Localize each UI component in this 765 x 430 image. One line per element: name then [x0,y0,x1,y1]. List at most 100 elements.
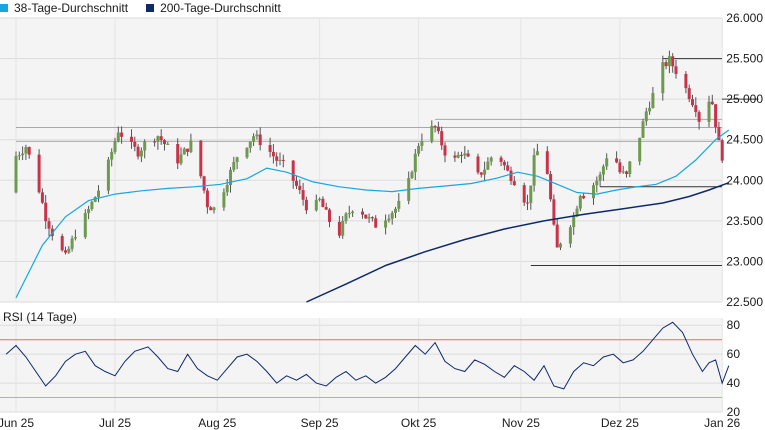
candle-up [83,213,87,238]
rsi-y-tick-label: 60 [727,347,741,361]
candle-down [436,126,440,132]
candle-down [466,153,470,157]
candle-down [361,211,364,215]
candle-up [417,145,421,154]
candle-down [717,127,721,141]
price-y-tick-label: 22.500 [726,295,763,309]
candle-down [153,141,157,143]
candle-up [456,154,460,158]
candle-up [70,238,74,249]
candle-up [483,169,487,175]
candle-down [374,218,378,228]
candle-down [674,66,678,74]
candle-up [667,56,671,67]
candle-up [572,216,576,228]
candle-down [136,146,140,157]
candle-up [139,150,143,157]
candle-up [229,169,232,186]
legend-swatch-ma38 [0,4,8,12]
candle-up [420,141,424,146]
candle-up [248,141,252,148]
legend-item-ma38: 38-Tage-Durchschnitt [0,1,128,15]
candle-down [275,156,279,161]
candle-down [499,157,503,162]
candle-down [509,170,513,182]
candle-down [545,151,549,175]
candle-down [324,207,328,210]
candle-down [671,56,675,67]
candle-down [433,126,437,128]
candle-up [559,243,562,248]
candle-down [44,202,48,222]
candle-up [532,155,536,186]
candle-up [24,147,28,154]
candle-up [212,207,216,211]
candle-up [232,161,236,170]
candle-down [555,224,559,248]
candle-up [638,137,642,162]
legend-item-ma200: 200-Tage-Durchschnitt [146,1,281,15]
candle-up [397,200,401,209]
candle-up [182,148,186,155]
candle-up [344,213,348,221]
candle-up [367,217,371,219]
x-tick-label: Jan 26 [704,416,740,430]
candle-down [209,207,213,211]
candle-up [578,195,582,209]
candle-down [618,162,622,173]
candle-up [97,190,100,197]
candle-down [301,190,305,200]
x-tick-label: Jun 25 [0,416,34,430]
candle-down [64,250,67,253]
candle-up [592,185,595,199]
candle-down [453,155,457,158]
candle-down [552,199,556,225]
candle-up [222,192,226,208]
candle-up [225,185,229,193]
candle-up [384,220,388,228]
x-tick-label: Nov 25 [502,416,540,430]
candle-up [621,171,625,173]
rsi-y-tick-label: 20 [727,405,741,419]
candle-down [199,140,203,177]
candle-down [691,99,694,106]
candle-down [304,199,308,211]
candle-down [502,161,506,166]
candle-up [595,180,599,186]
ma38-line [15,129,730,299]
candle-up [628,161,632,175]
candle-up [90,201,94,210]
candle-down [205,190,209,208]
candle-down [582,195,586,199]
candle-up [143,141,147,151]
candle-down [522,185,526,203]
candle-down [27,147,31,155]
candle-up [568,227,572,244]
candle-up [644,111,648,122]
ma200-line [306,181,730,303]
candle-up [255,134,259,137]
candle-up [245,147,249,158]
candle-up [252,136,256,142]
candle-down [337,221,341,236]
candle-down [479,172,483,175]
candle-down [120,132,124,137]
candle-up [486,161,490,170]
candle-up [413,153,417,173]
candle-down [512,181,516,186]
chart-legend: 38-Tage-Durchschnitt 200-Tage-Durchschni… [0,0,299,16]
candle-up [489,157,493,162]
candle-up [189,140,193,152]
candle-up [156,136,160,142]
candle-down [202,176,206,191]
candle-down [291,160,295,181]
candle-down [133,141,137,147]
candle-down [549,174,553,200]
x-tick-label: Aug 25 [198,416,236,430]
candle-up [529,185,533,203]
candle-up [106,159,110,191]
price-y-tick-label: 23.500 [726,214,763,228]
candle-up [166,143,170,145]
candle-up [575,208,579,217]
